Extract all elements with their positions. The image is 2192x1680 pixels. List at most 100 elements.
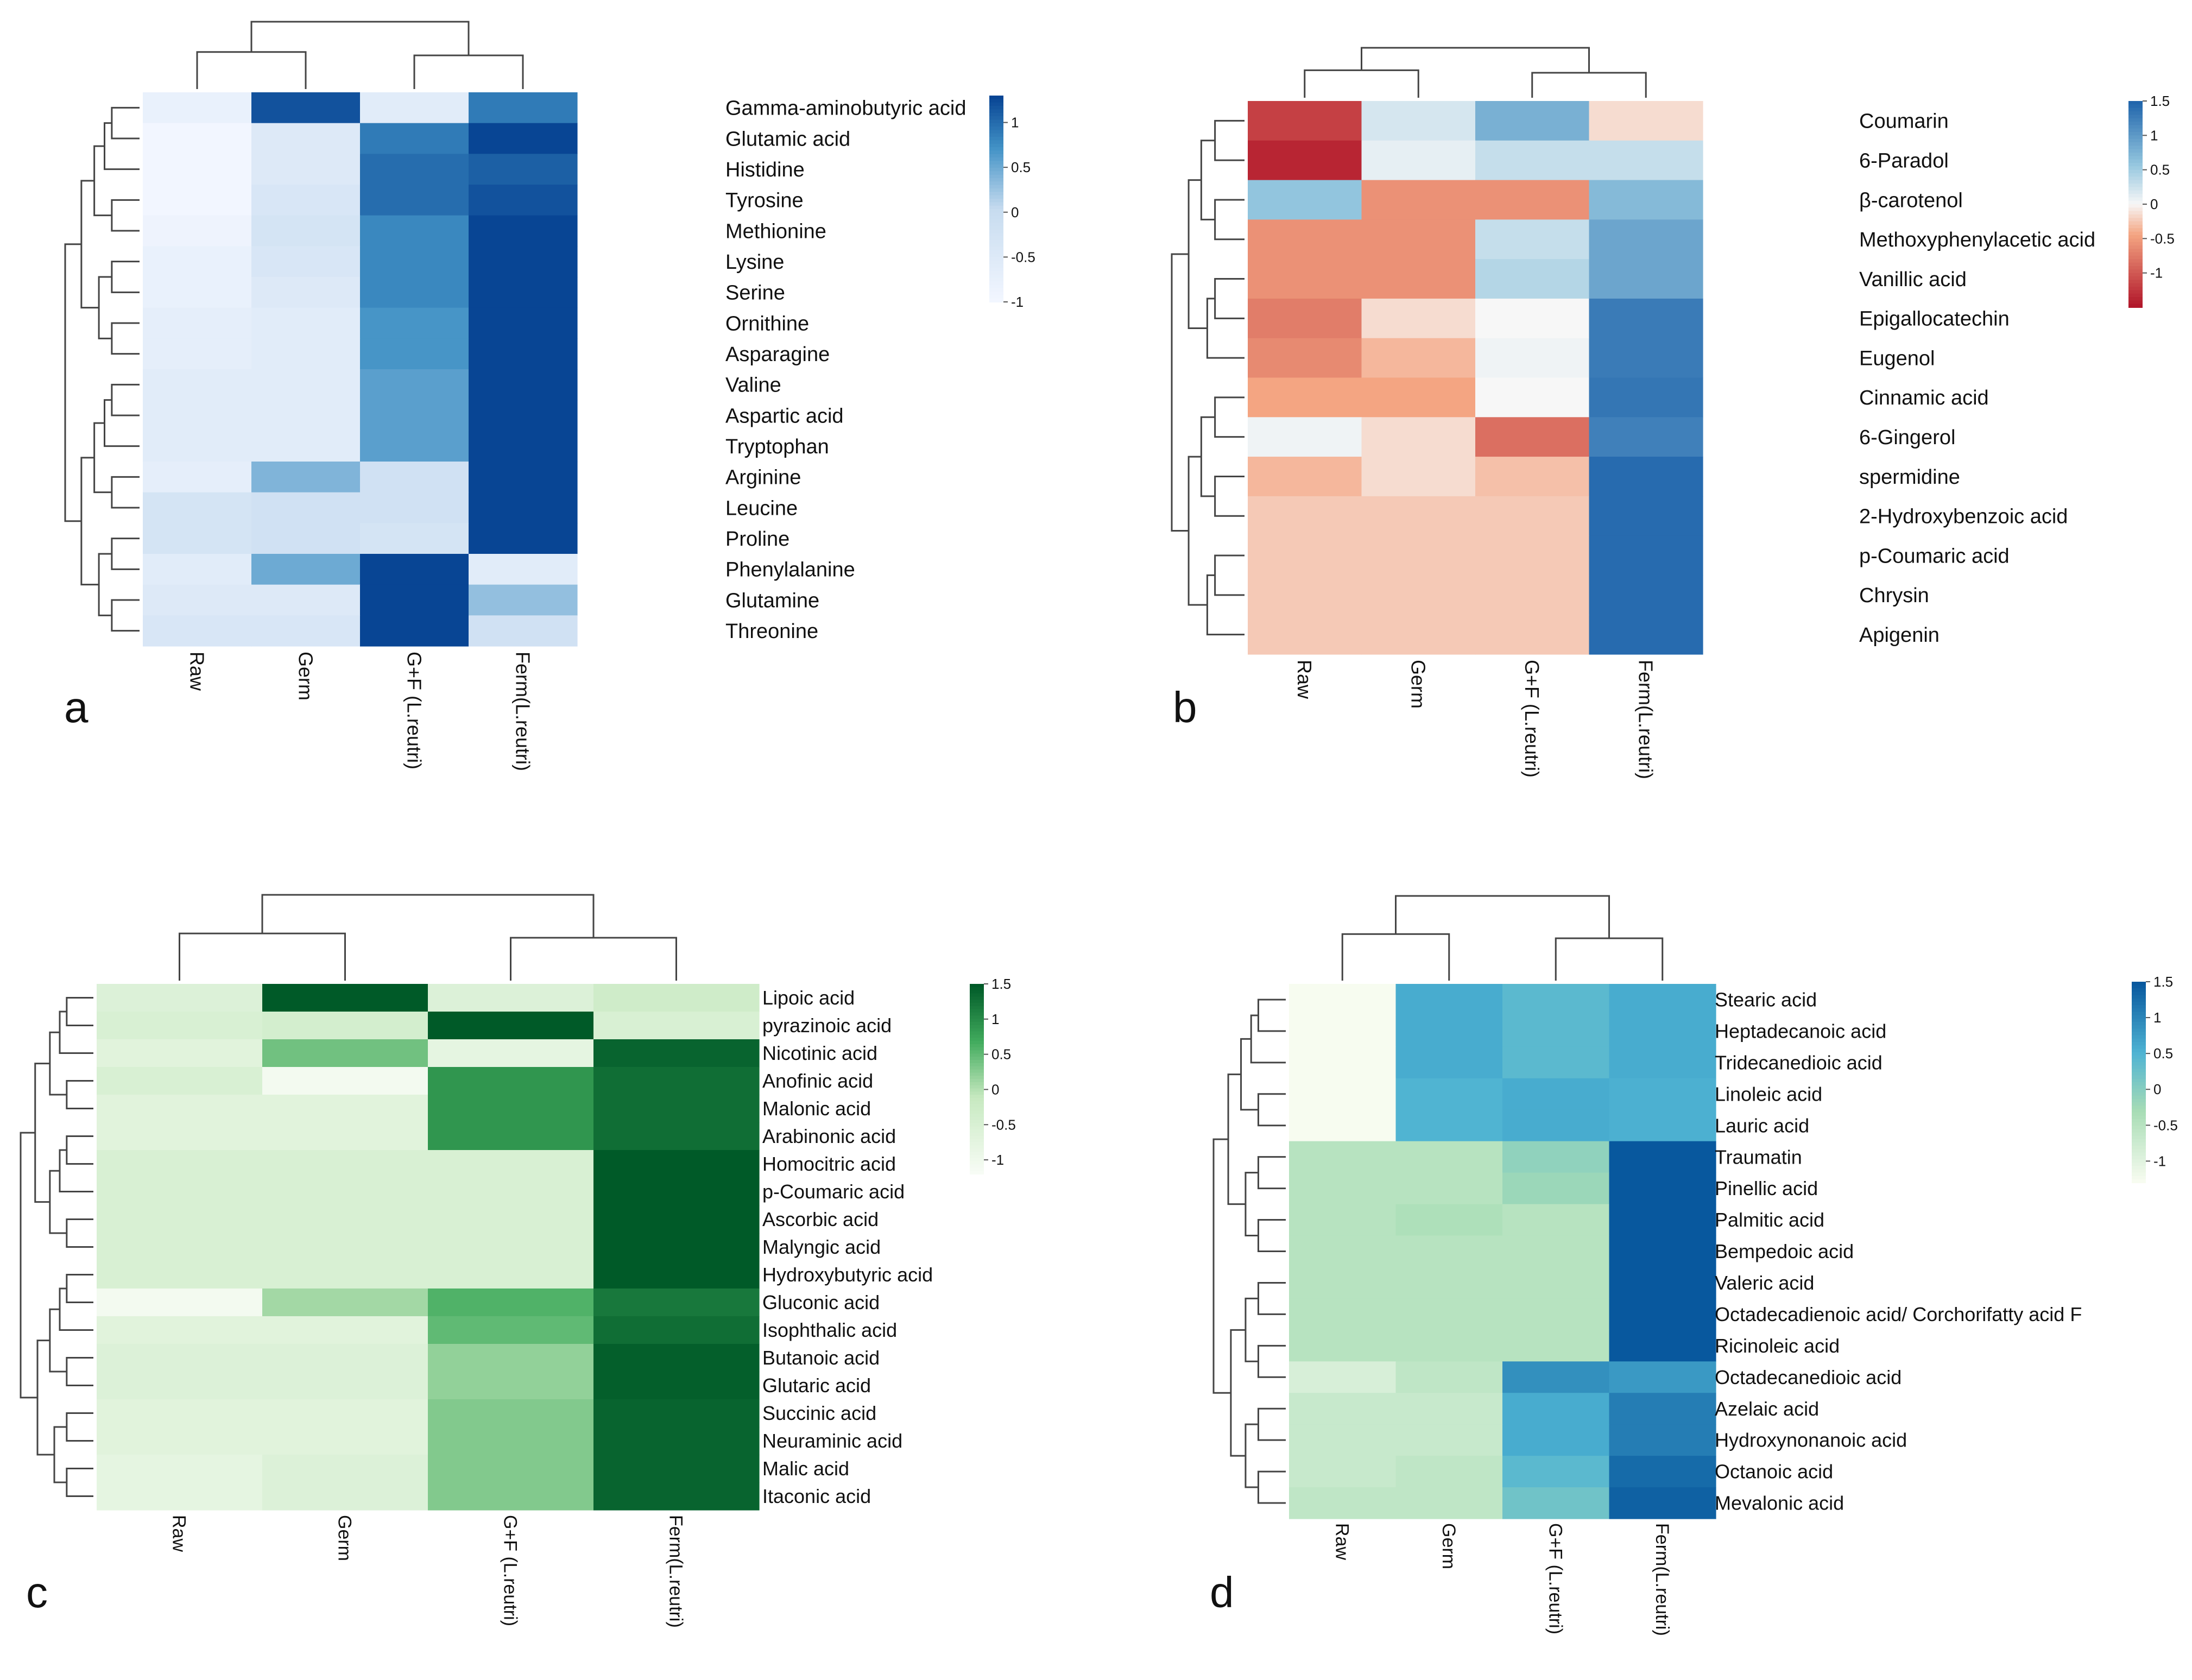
colorbar-tick-label: -0.5 bbox=[991, 1116, 1016, 1133]
row-label: Pinellic acid bbox=[1715, 1177, 1818, 1199]
heatmap-cell bbox=[262, 1205, 428, 1234]
heatmap-cell bbox=[593, 1205, 760, 1234]
colorbar-segment bbox=[2132, 1052, 2146, 1056]
heatmap-cell bbox=[1609, 1046, 1716, 1079]
heatmap-cell bbox=[428, 1427, 594, 1455]
colorbar-segment bbox=[970, 1091, 984, 1096]
colorbar-segment bbox=[2128, 111, 2143, 116]
colorbar-segment bbox=[2128, 283, 2143, 287]
heatmap-cell bbox=[1361, 259, 1476, 299]
colorbar-segment bbox=[2132, 1126, 2146, 1130]
colorbar-segment bbox=[2132, 1062, 2146, 1066]
heatmap-cell bbox=[1589, 457, 1703, 497]
heatmap-cell bbox=[1609, 1330, 1716, 1362]
colorbar-segment bbox=[2128, 146, 2143, 150]
heatmap-cell bbox=[1361, 180, 1476, 220]
colorbar-segment bbox=[2132, 1045, 2146, 1050]
heatmap-cell bbox=[360, 400, 469, 431]
heatmap-cell bbox=[1609, 1204, 1716, 1236]
column-dendrogram bbox=[196, 21, 524, 89]
colorbar-segment bbox=[2132, 1135, 2146, 1140]
heatmap-cell bbox=[1361, 417, 1476, 457]
heatmap-cell bbox=[1248, 338, 1362, 378]
heatmap-cell bbox=[1248, 298, 1362, 339]
colorbar-segment bbox=[2128, 138, 2143, 143]
colorbar-segment bbox=[2128, 180, 2143, 184]
row-label: Tyrosine bbox=[725, 190, 804, 212]
colorbar-segment bbox=[2128, 269, 2143, 274]
heatmap-cell bbox=[251, 615, 361, 647]
colorbar-segment bbox=[2132, 1032, 2146, 1036]
row-label: Tridecanedioic acid bbox=[1715, 1051, 1883, 1073]
heatmap-cell bbox=[262, 1122, 428, 1151]
colorbar-segment bbox=[2128, 135, 2143, 140]
colorbar-tick-label: -0.5 bbox=[2150, 230, 2175, 247]
colorbar-segment bbox=[989, 112, 1003, 117]
colorbar-segment bbox=[2128, 252, 2143, 256]
heatmap-panel-d: Stearic acid Heptadecanoic acid Tridecaned… bbox=[1210, 895, 2178, 1636]
colorbar-segment bbox=[989, 168, 1003, 172]
column-dendrogram bbox=[1304, 47, 1647, 98]
colorbar-segment bbox=[989, 226, 1003, 230]
colorbar-segment bbox=[989, 230, 1003, 234]
heatmap-cell bbox=[428, 1095, 594, 1123]
colorbar-segment bbox=[970, 1041, 984, 1045]
heatmap-cell bbox=[1609, 1078, 1716, 1110]
colorbar-tick-label: -1 bbox=[991, 1152, 1004, 1168]
colorbar-segment bbox=[989, 240, 1003, 244]
heatmap-cell bbox=[360, 431, 469, 462]
colorbar-segment bbox=[2132, 1078, 2146, 1083]
row-label: Methoxyphenylacetic acid bbox=[1859, 229, 2095, 251]
colorbar: 1.5 1 0.5 0 -0.5 -1 bbox=[2128, 93, 2175, 308]
row-label: Succinic acid bbox=[762, 1402, 876, 1424]
heatmap-cell bbox=[251, 154, 361, 185]
colorbar-segment bbox=[989, 219, 1003, 224]
colorbar-segment bbox=[989, 250, 1003, 255]
colorbar-segment bbox=[970, 1152, 984, 1155]
heatmap-cell bbox=[1361, 615, 1476, 655]
heatmap-cell bbox=[1395, 1204, 1503, 1236]
heatmap-cell bbox=[1289, 1298, 1397, 1330]
heatmap-cell bbox=[143, 154, 252, 185]
row-dendrogram bbox=[64, 106, 140, 632]
colorbar-segment bbox=[2132, 1028, 2146, 1033]
heatmap-cell bbox=[251, 92, 361, 124]
heatmap-cell bbox=[262, 1427, 428, 1455]
column-label: Germ bbox=[294, 652, 317, 700]
heatmap-cell bbox=[360, 492, 469, 523]
heatmap-cell bbox=[428, 1012, 594, 1040]
colorbar-segment bbox=[970, 987, 984, 991]
colorbar-segment bbox=[989, 127, 1003, 131]
colorbar-segment bbox=[970, 1038, 984, 1041]
heatmap-cell bbox=[428, 1399, 594, 1428]
heatmap-cell bbox=[1475, 180, 1590, 220]
heatmap-cell bbox=[143, 400, 252, 431]
heatmap-cell bbox=[1289, 1267, 1397, 1299]
row-label: Malyngic acid bbox=[762, 1236, 881, 1258]
heatmap-cell bbox=[593, 1482, 760, 1511]
heatmap-cell bbox=[469, 462, 578, 493]
heatmap-cell bbox=[1502, 1487, 1610, 1519]
heatmap-cell bbox=[1502, 984, 1610, 1016]
row-label: Octanoic acid bbox=[1715, 1461, 1833, 1483]
colorbar-segment bbox=[989, 233, 1003, 237]
heatmap-cell bbox=[593, 1261, 760, 1289]
colorbar-tick-label: 0 bbox=[2150, 196, 2158, 212]
heatmap-cell bbox=[428, 1344, 594, 1372]
heatmap-cell bbox=[1589, 140, 1703, 181]
colorbar-tick-label: 0 bbox=[991, 1081, 999, 1097]
colorbar-segment bbox=[970, 1006, 984, 1010]
heatmap-cell bbox=[1475, 377, 1590, 418]
colorbar-segment bbox=[989, 147, 1003, 151]
heatmap-cell bbox=[469, 369, 578, 401]
heatmap-cell bbox=[251, 462, 361, 493]
heatmap-cell bbox=[1475, 615, 1590, 655]
heatmap-cell bbox=[1609, 1424, 1716, 1456]
heatmap-cell bbox=[1248, 575, 1362, 615]
heatmap-cell bbox=[143, 307, 252, 339]
row-label: Histidine bbox=[725, 159, 805, 181]
heatmap-cell bbox=[469, 400, 578, 431]
colorbar-segment bbox=[989, 257, 1003, 261]
heatmap-cell bbox=[1502, 1109, 1610, 1142]
heatmap-cell bbox=[469, 492, 578, 523]
